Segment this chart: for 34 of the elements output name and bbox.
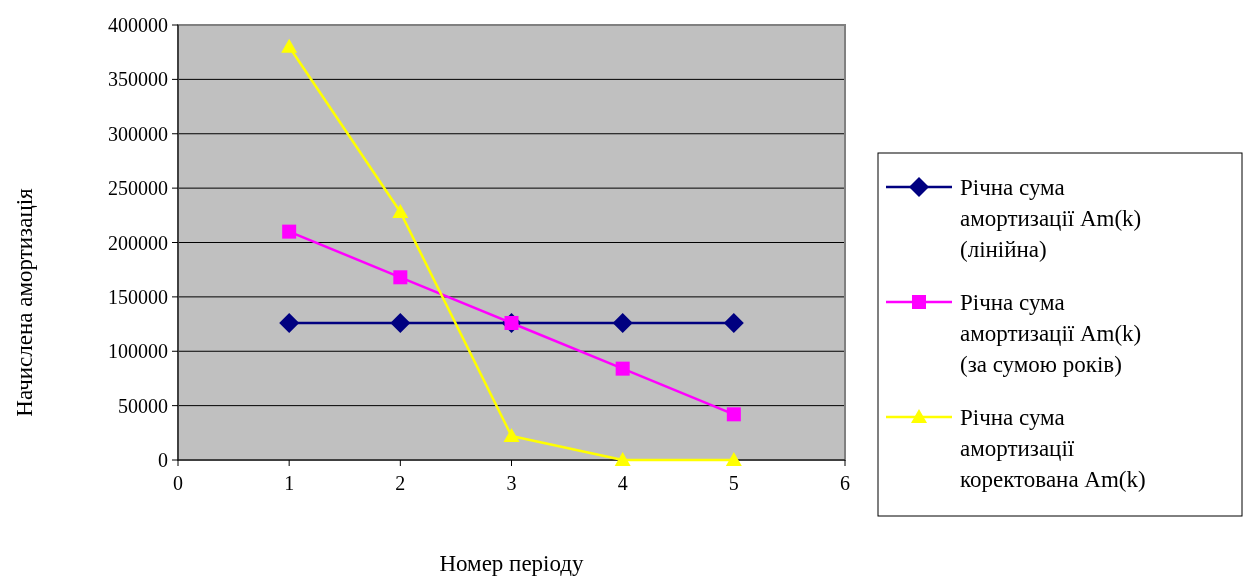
y-tick-label: 250000 (108, 177, 168, 200)
x-tick-label: 1 (284, 472, 295, 494)
point (279, 312, 300, 333)
point (614, 452, 631, 466)
y-tick-label: 350000 (108, 68, 168, 91)
y-axis-title: Начислена амортизація (12, 187, 37, 417)
point (281, 38, 298, 53)
point (392, 204, 409, 219)
y-tick-label: 400000 (108, 14, 168, 36)
y-tick-label: 300000 (108, 122, 168, 145)
x-tick-label: 0 (173, 472, 183, 494)
x-tick-label: 2 (395, 472, 406, 494)
point (612, 312, 633, 333)
legend-label: Річна сума амортизації Am(k) (лінійна) (960, 175, 1142, 262)
y-tick-label: 200000 (108, 231, 168, 254)
y-tick-label: 50000 (118, 394, 168, 417)
point (390, 312, 411, 333)
point (726, 407, 741, 422)
y-tick-label: 0 (158, 449, 168, 471)
y-tick-label: 100000 (108, 340, 168, 363)
point (282, 224, 297, 239)
x-tick-label: 3 (506, 472, 517, 494)
point (503, 428, 520, 443)
x-tick-label: 4 (617, 472, 628, 494)
x-axis-title: Номер періоду (439, 551, 585, 576)
legend-label: Річна сума амортизації коректована Am(k) (960, 405, 1146, 492)
point (723, 312, 744, 333)
y-tick-label: 150000 (108, 285, 168, 308)
legend-label: Річна сума амортизації Am(k) (за сумою років) (960, 290, 1142, 377)
x-tick-label: 5 (728, 472, 739, 494)
point (393, 270, 408, 285)
x-tick-label: 6 (840, 472, 850, 494)
point (725, 452, 742, 466)
point (615, 361, 630, 376)
